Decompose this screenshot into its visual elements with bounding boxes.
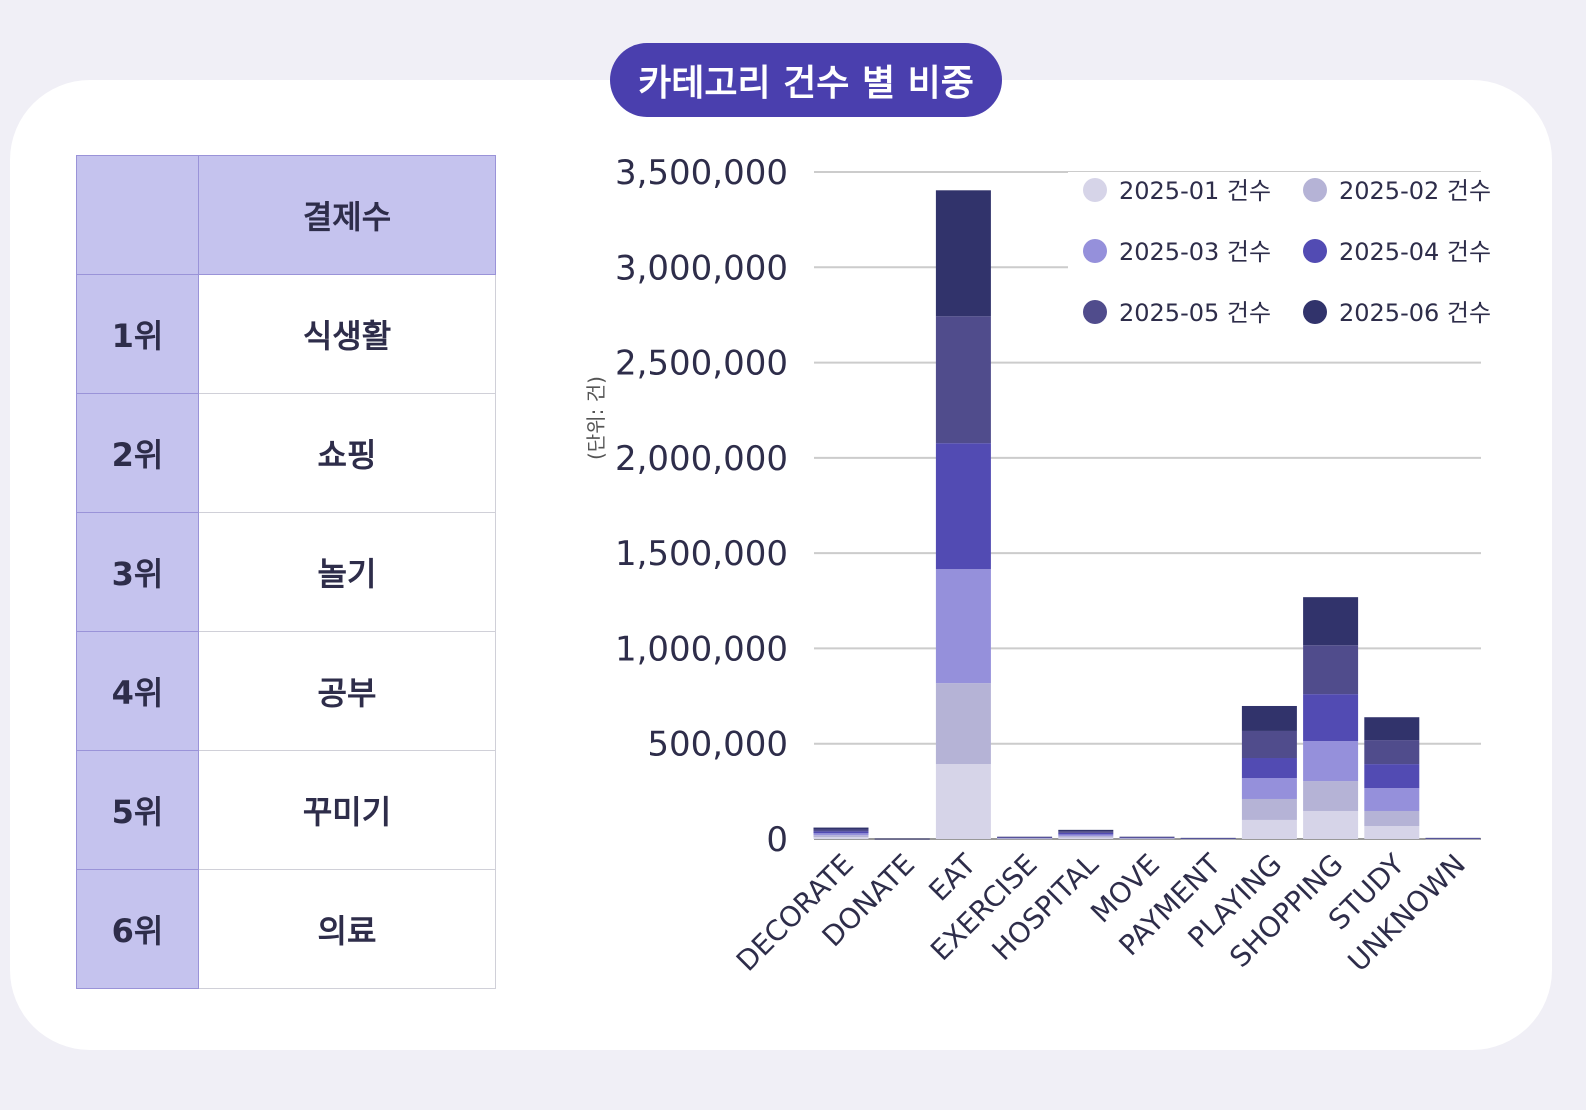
bar-move-2: [1119, 838, 1175, 839]
bar-exercise-1: [997, 838, 1053, 840]
legend-label[interactable]: 2025-03 건수: [1119, 238, 1271, 266]
bar-playing-4: [1241, 758, 1297, 779]
legend-label[interactable]: 2025-01 건수: [1119, 177, 1271, 205]
bar-eat-2: [935, 683, 991, 765]
bar-eat-6: [935, 190, 991, 317]
bar-move-6: [1119, 836, 1175, 838]
legend-label[interactable]: 2025-04 건수: [1339, 238, 1491, 266]
bar-exercise-5: [997, 837, 1053, 838]
bar-hospital-1: [1058, 837, 1114, 839]
bar-unknown-6: [1425, 837, 1481, 839]
bar-exercise-3: [997, 837, 1053, 839]
bar-exercise-2: [997, 838, 1053, 839]
rank-cell: 6위: [76, 869, 199, 989]
bar-hospital-6: [1058, 829, 1114, 832]
legend-marker: [1303, 300, 1327, 324]
y-tick-label: 3,500,000: [615, 153, 788, 193]
table-row: 3위 놀기: [76, 512, 496, 632]
bar-eat-1: [935, 764, 991, 839]
legend-label[interactable]: 2025-06 건수: [1339, 299, 1491, 327]
bar-exercise-6: [997, 836, 1053, 838]
rank-cell: 3위: [76, 512, 199, 632]
bar-playing-6: [1241, 705, 1297, 731]
bar-study-6: [1364, 717, 1420, 741]
bar-eat-4: [935, 443, 991, 570]
rank-cell: 1위: [76, 274, 199, 394]
y-tick-label: 2,500,000: [615, 344, 788, 384]
table-row: 1위 식생활: [76, 274, 496, 394]
legend-marker: [1083, 178, 1107, 202]
bar-decorate-5: [813, 829, 869, 832]
bar-eat-3: [935, 569, 991, 684]
rank-cell: 2위: [76, 393, 199, 513]
bar-decorate-4: [813, 831, 869, 834]
legend-marker: [1083, 239, 1107, 263]
bar-study-2: [1364, 810, 1420, 827]
ranking-table: 결제수 1위 식생활 2위 쇼핑 3위 놀기 4위 공부 5위 꾸미기 6위 의료: [76, 155, 496, 989]
bar-donate-6: [874, 838, 930, 840]
y-tick-label: 0: [766, 820, 788, 860]
bar-hospital-2: [1058, 835, 1114, 838]
rank-cell: 5위: [76, 750, 199, 870]
bar-study-1: [1364, 826, 1420, 839]
bar-playing-3: [1241, 778, 1297, 799]
y-tick-label: 1,000,000: [615, 629, 788, 669]
category-cell: 놀기: [198, 512, 496, 632]
category-cell: 의료: [198, 869, 496, 989]
table-row: 6위 의료: [76, 869, 496, 989]
bar-move-4: [1119, 837, 1175, 838]
legend-label[interactable]: 2025-02 건수: [1339, 177, 1491, 205]
bar-decorate-3: [813, 833, 869, 836]
legend-marker: [1303, 239, 1327, 263]
bar-shopping-2: [1303, 781, 1359, 811]
chart-title: 카테고리 건수 별 비중: [610, 43, 1002, 117]
bar-hospital-4: [1058, 832, 1114, 835]
y-tick-label: 500,000: [647, 725, 788, 765]
bar-payment-6: [1180, 837, 1236, 839]
bar-shopping-3: [1303, 741, 1359, 782]
bar-shopping-4: [1303, 694, 1359, 742]
bar-move-5: [1119, 837, 1175, 838]
bar-hospital-3: [1058, 834, 1114, 836]
bar-decorate-2: [813, 835, 869, 838]
y-tick-label: 1,500,000: [615, 534, 788, 574]
rank-cell: 4위: [76, 631, 199, 751]
bar-shopping-5: [1303, 645, 1359, 695]
bar-decorate-1: [813, 837, 869, 839]
category-cell: 꾸미기: [198, 750, 496, 870]
bar-decorate-6: [813, 827, 869, 830]
bar-hospital-5: [1058, 831, 1114, 833]
legend-marker: [1083, 300, 1107, 324]
bar-study-3: [1364, 788, 1420, 811]
table-row: 4위 공부: [76, 631, 496, 751]
category-cell: 공부: [198, 631, 496, 751]
bar-playing-2: [1241, 798, 1297, 820]
table-row: 5위 꾸미기: [76, 750, 496, 870]
category-cell: 식생활: [198, 274, 496, 394]
table-header-row: 결제수: [76, 155, 496, 275]
y-tick-label: 3,000,000: [615, 248, 788, 288]
bar-move-3: [1119, 837, 1175, 839]
bar-move-1: [1119, 838, 1175, 840]
bar-study-5: [1364, 740, 1420, 765]
legend: [1068, 172, 1481, 330]
bar-exercise-4: [997, 837, 1053, 838]
bar-playing-5: [1241, 730, 1297, 759]
header-count: 결제수: [198, 155, 496, 275]
bar-study-4: [1364, 764, 1420, 789]
legend-label[interactable]: 2025-05 건수: [1119, 299, 1271, 327]
bar-shopping-6: [1303, 597, 1359, 646]
category-cell: 쇼핑: [198, 393, 496, 513]
bar-playing-1: [1241, 819, 1297, 839]
table-row: 2위 쇼핑: [76, 393, 496, 513]
bar-shopping-1: [1303, 810, 1359, 839]
legend-marker: [1303, 178, 1327, 202]
y-tick-label: 2,000,000: [615, 439, 788, 479]
bar-eat-5: [935, 316, 991, 444]
